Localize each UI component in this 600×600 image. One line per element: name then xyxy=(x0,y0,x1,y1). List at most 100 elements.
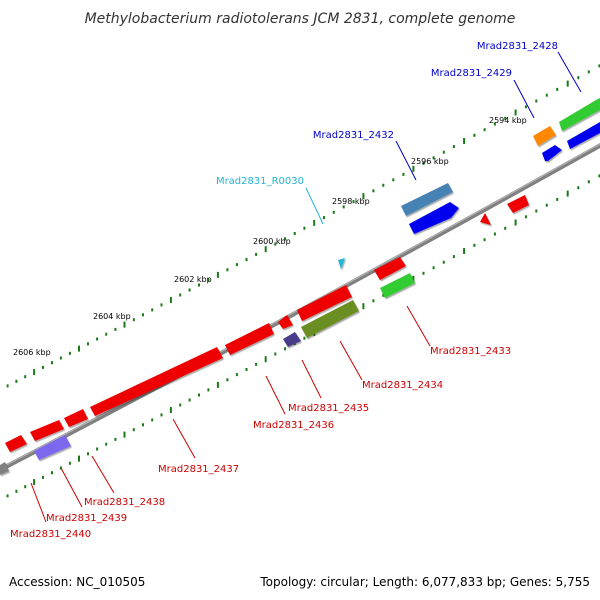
minor-tick xyxy=(452,255,455,259)
accession-text: Accession: NC_010505 xyxy=(9,575,145,589)
gene-feature[interactable] xyxy=(507,195,529,213)
gene-feature[interactable] xyxy=(480,213,491,225)
leader-line xyxy=(91,455,115,494)
gene-feature[interactable] xyxy=(5,435,27,452)
kbp-label-2598: 2598 kbp xyxy=(332,197,370,206)
minor-tick xyxy=(284,347,286,351)
minor-tick xyxy=(598,64,600,68)
minor-tick xyxy=(432,266,435,270)
gene-label[interactable]: Mrad2831_2429 xyxy=(431,68,512,79)
major-tick xyxy=(169,407,172,413)
gene-feature[interactable] xyxy=(559,98,600,131)
minor-tick xyxy=(188,398,191,402)
gene-feature[interactable] xyxy=(64,409,88,427)
gene-feature[interactable] xyxy=(30,420,64,441)
gene-feature[interactable] xyxy=(297,285,352,321)
kbp-label-2596: 2596 kbp xyxy=(411,157,449,166)
gene-feature[interactable] xyxy=(34,435,71,460)
major-tick xyxy=(514,219,517,226)
gene-label[interactable]: Mrad2831_2439 xyxy=(46,513,127,524)
leader-line xyxy=(395,140,417,181)
minor-tick xyxy=(473,133,476,137)
leader-line xyxy=(406,305,431,347)
minor-tick xyxy=(179,293,182,297)
leader-line xyxy=(60,467,83,508)
kbp-label-2606: 2606 kbp xyxy=(13,348,51,357)
gene-label[interactable]: Mrad2831_2436 xyxy=(253,420,334,431)
minor-tick xyxy=(59,356,62,360)
minor-tick xyxy=(372,189,375,193)
minor-tick xyxy=(42,475,44,479)
tick-tracks xyxy=(6,64,600,498)
minor-tick xyxy=(96,337,99,341)
minor-tick xyxy=(142,313,144,317)
minor-tick xyxy=(160,303,163,307)
gene-feature[interactable] xyxy=(533,126,556,146)
gene-feature[interactable] xyxy=(567,122,600,149)
minor-tick xyxy=(422,161,425,165)
minor-tick xyxy=(226,268,229,272)
major-tick xyxy=(463,248,466,254)
gene-feature[interactable] xyxy=(380,273,415,298)
minor-tick xyxy=(535,99,538,103)
scale-labels: 2594 kbp 2596 kbp 2598 kbp 2600 kbp 2602… xyxy=(13,116,527,357)
gene-label[interactable]: Mrad2831_2435 xyxy=(288,403,369,414)
gene-label[interactable]: Mrad2831_2432 xyxy=(313,130,394,141)
minor-tick xyxy=(442,150,445,154)
gene-feature[interactable] xyxy=(225,323,274,355)
minor-tick xyxy=(577,76,580,80)
major-tick xyxy=(123,321,126,328)
gene-label[interactable]: Mrad2831_2437 xyxy=(158,464,239,475)
gene-label[interactable]: Mrad2831_2440 xyxy=(10,529,91,540)
major-tick xyxy=(412,165,415,172)
gene-feature[interactable] xyxy=(0,462,9,475)
minor-tick xyxy=(372,299,375,303)
major-tick xyxy=(78,455,80,462)
minor-tick xyxy=(545,93,548,97)
minor-tick xyxy=(535,209,538,213)
gene-label[interactable]: Mrad2831_2434 xyxy=(362,380,443,391)
minor-tick xyxy=(188,288,191,292)
gene-feature[interactable] xyxy=(409,202,459,234)
minor-tick xyxy=(422,271,425,275)
minor-tick xyxy=(284,237,286,241)
major-tick xyxy=(362,193,365,200)
gene-feature[interactable] xyxy=(278,315,293,329)
minor-tick xyxy=(226,378,229,382)
gene-feature[interactable] xyxy=(374,257,406,280)
major-tick xyxy=(169,297,172,303)
major-tick xyxy=(566,190,569,197)
minor-tick xyxy=(402,172,405,176)
major-tick xyxy=(216,271,219,278)
leader-line xyxy=(305,187,324,225)
minor-tick xyxy=(303,336,306,340)
minor-tick xyxy=(524,105,527,109)
minor-tick xyxy=(198,393,200,397)
gene-feature[interactable] xyxy=(283,332,301,347)
minor-tick xyxy=(255,252,258,256)
gene-label[interactable]: Mrad2831_2428 xyxy=(477,41,558,52)
minor-tick xyxy=(68,351,71,355)
major-tick xyxy=(33,369,36,376)
minor-tick xyxy=(151,308,154,312)
gene-feature[interactable] xyxy=(90,347,223,416)
minor-tick xyxy=(274,242,277,246)
gene-feature[interactable] xyxy=(338,258,345,269)
major-tick xyxy=(123,431,126,438)
minor-tick xyxy=(545,203,548,207)
gene-feature[interactable] xyxy=(301,300,359,338)
major-tick xyxy=(264,356,267,363)
minor-tick xyxy=(556,197,559,201)
minor-tick xyxy=(432,156,435,160)
gene-label[interactable]: Mrad2831_2438 xyxy=(84,497,165,508)
major-tick xyxy=(566,80,569,87)
minor-tick xyxy=(132,318,135,322)
gene-label[interactable]: Mrad2831_R0030 xyxy=(216,176,304,187)
gene-label[interactable]: Mrad2831_2433 xyxy=(430,346,511,357)
gene-feature[interactable] xyxy=(401,183,453,216)
minor-tick xyxy=(556,87,559,91)
gene-feature[interactable] xyxy=(542,145,562,161)
minor-tick xyxy=(483,238,486,242)
minor-tick xyxy=(493,122,496,126)
